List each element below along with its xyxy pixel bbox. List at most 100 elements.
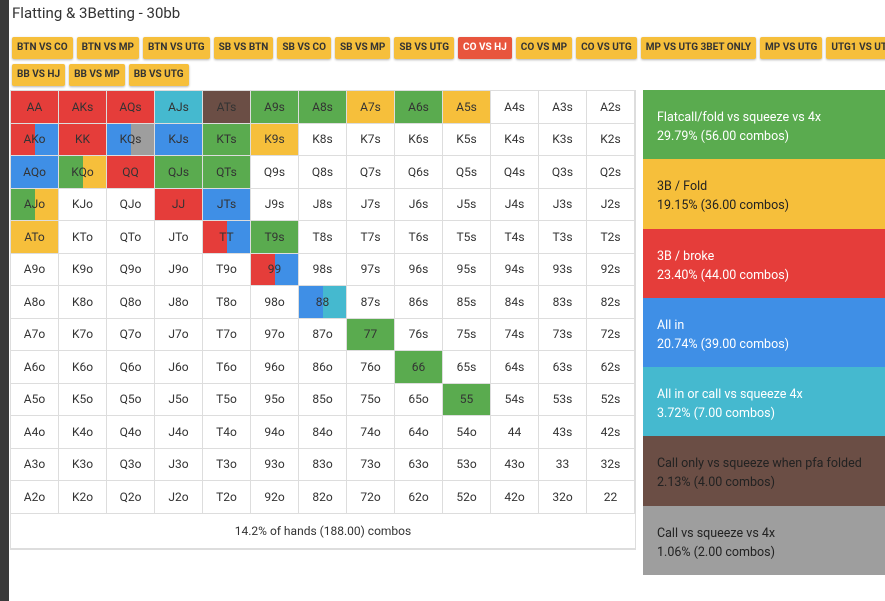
hand-cell[interactable]: T7s xyxy=(347,221,395,254)
hand-cell[interactable]: QTo xyxy=(107,221,155,254)
hand-cell[interactable]: 86o xyxy=(299,351,347,384)
tab[interactable]: CO VS MP xyxy=(515,37,573,59)
hand-cell[interactable]: 74o xyxy=(347,416,395,449)
hand-cell[interactable]: K3s xyxy=(539,123,587,156)
hand-cell[interactable]: 88 xyxy=(299,286,347,319)
hand-cell[interactable]: T6s xyxy=(395,221,443,254)
hand-cell[interactable]: KQs xyxy=(107,123,155,156)
hand-cell[interactable]: K5o xyxy=(59,383,107,416)
hand-cell[interactable]: 84o xyxy=(299,416,347,449)
hand-cell[interactable]: J5s xyxy=(443,188,491,221)
hand-cell[interactable]: T4s xyxy=(491,221,539,254)
legend-item[interactable]: Call only vs squeeze when pfa folded 2.13… xyxy=(643,436,885,506)
hand-cell[interactable]: 97o xyxy=(251,318,299,351)
hand-cell[interactable]: 75s xyxy=(443,318,491,351)
hand-cell[interactable]: 44 xyxy=(491,416,539,449)
hand-cell[interactable]: Q7s xyxy=(347,156,395,189)
hand-cell[interactable]: Q6o xyxy=(107,351,155,384)
hand-cell[interactable]: 64o xyxy=(395,416,443,449)
hand-cell[interactable]: 42s xyxy=(587,416,635,449)
legend-item[interactable]: All in or call vs squeeze 4x 3.72% (7.00 … xyxy=(643,367,885,437)
hand-cell[interactable]: 83s xyxy=(539,286,587,319)
hand-cell[interactable]: Q3o xyxy=(107,448,155,481)
hand-cell[interactable]: 92o xyxy=(251,481,299,514)
hand-cell[interactable]: 98o xyxy=(251,286,299,319)
hand-cell[interactable]: A5o xyxy=(11,383,59,416)
hand-cell[interactable]: A7s xyxy=(347,91,395,124)
hand-cell[interactable]: T3s xyxy=(539,221,587,254)
hand-cell[interactable]: K9s xyxy=(251,123,299,156)
hand-cell[interactable]: Q6s xyxy=(395,156,443,189)
hand-cell[interactable]: 98s xyxy=(299,253,347,286)
hand-cell[interactable]: Q4o xyxy=(107,416,155,449)
hand-cell[interactable]: KK xyxy=(59,123,107,156)
hand-cell[interactable]: KQo xyxy=(59,156,107,189)
hand-cell[interactable]: 77 xyxy=(347,318,395,351)
hand-cell[interactable]: J9o xyxy=(155,253,203,286)
hand-cell[interactable]: Q8s xyxy=(299,156,347,189)
hand-cell[interactable]: J2s xyxy=(587,188,635,221)
hand-cell[interactable]: AKo xyxy=(11,123,59,156)
hand-cell[interactable]: Q2s xyxy=(587,156,635,189)
hand-cell[interactable]: J5o xyxy=(155,383,203,416)
hand-cell[interactable]: 73s xyxy=(539,318,587,351)
hand-cell[interactable]: K8o xyxy=(59,286,107,319)
tab[interactable]: UTG1 VS UTG xyxy=(826,37,885,59)
tab[interactable]: BTN VS UTG xyxy=(142,37,210,59)
tab[interactable]: MP VS UTG 3BET ONLY xyxy=(640,37,757,59)
hand-cell[interactable]: Q5s xyxy=(443,156,491,189)
hand-cell[interactable]: 75o xyxy=(347,383,395,416)
hand-cell[interactable]: A2o xyxy=(11,481,59,514)
hand-cell[interactable]: J3s xyxy=(539,188,587,221)
hand-cell[interactable]: T8o xyxy=(203,286,251,319)
hand-cell[interactable]: J6o xyxy=(155,351,203,384)
tab[interactable]: BTN VS CO xyxy=(12,37,73,59)
hand-cell[interactable]: A8s xyxy=(299,91,347,124)
hand-cell[interactable]: 66 xyxy=(395,351,443,384)
hand-cell[interactable]: QQ xyxy=(107,156,155,189)
hand-cell[interactable]: T7o xyxy=(203,318,251,351)
hand-cell[interactable]: K2o xyxy=(59,481,107,514)
hand-cell[interactable]: K9o xyxy=(59,253,107,286)
hand-cell[interactable]: 43o xyxy=(491,448,539,481)
hand-cell[interactable]: QTs xyxy=(203,156,251,189)
hand-cell[interactable]: 54s xyxy=(491,383,539,416)
hand-cell[interactable]: J9s xyxy=(251,188,299,221)
hand-cell[interactable]: T3o xyxy=(203,448,251,481)
hand-cell[interactable]: T9s xyxy=(251,221,299,254)
hand-cell[interactable]: TT xyxy=(203,221,251,254)
tab[interactable]: CO VS UTG xyxy=(576,37,637,59)
hand-cell[interactable]: T4o xyxy=(203,416,251,449)
hand-cell[interactable]: 32o xyxy=(539,481,587,514)
hand-cell[interactable]: 54o xyxy=(443,416,491,449)
hand-cell[interactable]: ATs xyxy=(203,91,251,124)
hand-cell[interactable]: KJs xyxy=(155,123,203,156)
hand-cell[interactable]: J7s xyxy=(347,188,395,221)
hand-cell[interactable]: QJs xyxy=(155,156,203,189)
legend-item[interactable]: Call vs squeeze vs 4x 1.06% (2.00 combos) xyxy=(643,505,885,576)
hand-cell[interactable]: 85o xyxy=(299,383,347,416)
hand-cell[interactable]: 96s xyxy=(395,253,443,286)
hand-cell[interactable]: 63s xyxy=(539,351,587,384)
hand-cell[interactable]: JJ xyxy=(155,188,203,221)
hand-cell[interactable]: 32s xyxy=(587,448,635,481)
tab[interactable]: SB VS BTN xyxy=(213,37,274,59)
hand-cell[interactable]: AQo xyxy=(11,156,59,189)
hand-cell[interactable]: Q4s xyxy=(491,156,539,189)
hand-cell[interactable]: JTs xyxy=(203,188,251,221)
hand-cell[interactable]: 95o xyxy=(251,383,299,416)
hand-cell[interactable]: JTo xyxy=(155,221,203,254)
hand-cell[interactable]: T2s xyxy=(587,221,635,254)
hand-cell[interactable]: K5s xyxy=(443,123,491,156)
legend-item[interactable]: 3B / broke 23.40% (44.00 combos) xyxy=(643,228,885,298)
hand-cell[interactable]: 93o xyxy=(251,448,299,481)
hand-cell[interactable]: J4s xyxy=(491,188,539,221)
hand-cell[interactable]: 76s xyxy=(395,318,443,351)
hand-cell[interactable]: 87s xyxy=(347,286,395,319)
hand-cell[interactable]: 82s xyxy=(587,286,635,319)
hand-cell[interactable]: K4s xyxy=(491,123,539,156)
hand-cell[interactable]: K2s xyxy=(587,123,635,156)
hand-cell[interactable]: 94s xyxy=(491,253,539,286)
hand-cell[interactable]: 65s xyxy=(443,351,491,384)
hand-cell[interactable]: 92s xyxy=(587,253,635,286)
